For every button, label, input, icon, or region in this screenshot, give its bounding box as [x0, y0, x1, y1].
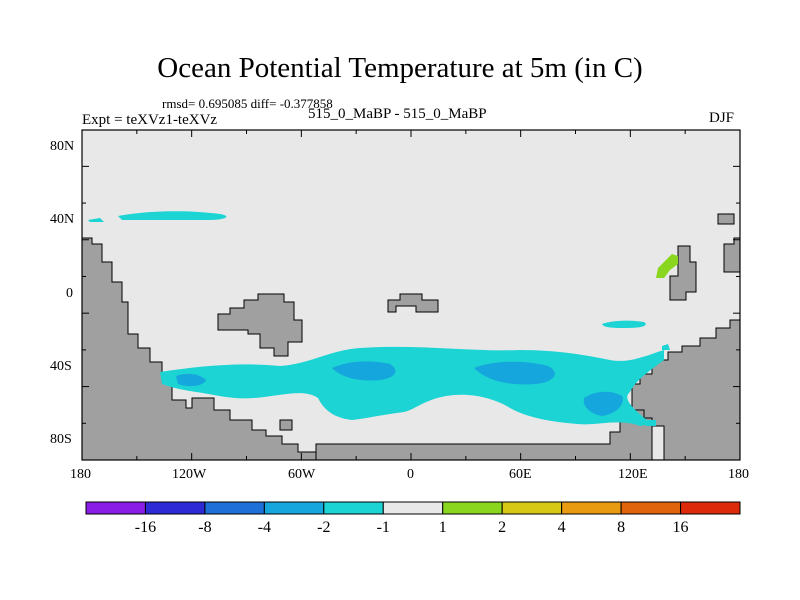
colorbar-swatch: [144, 501, 206, 515]
colorbar-tick-label: 2: [498, 519, 507, 536]
cooler-anomaly-patch-4: [176, 373, 206, 387]
cooler-anomaly-patch-3: [583, 391, 623, 416]
cool-anomaly-dot-south: [646, 420, 656, 426]
cool-anomaly-dot-north: [88, 218, 104, 222]
lon-label: 180: [728, 467, 749, 482]
case-label: 515_0_MaBP - 515_0_MaBP: [308, 106, 487, 122]
land-small-island: [279, 419, 293, 431]
colorbar-tick-label: -2: [317, 519, 331, 536]
land-pacific-island: [669, 245, 697, 301]
colorbar-swatch: [204, 501, 265, 515]
season-label: DJF: [709, 110, 735, 126]
lon-label: 60W: [288, 467, 316, 482]
colorbar-swatch: [680, 501, 741, 515]
land-americas: [81, 237, 317, 461]
colorbar-swatch: [323, 501, 384, 515]
cool-anomaly-strip-east: [602, 320, 646, 328]
colorbar-swatch: [442, 501, 503, 515]
colorbar-tick-label: -1: [376, 519, 390, 536]
lon-label: 120W: [172, 467, 207, 482]
colorbar-swatch: [263, 501, 325, 515]
colorbar-tick-label: 1: [438, 519, 447, 536]
cool-anomaly-dot-east: [662, 344, 670, 350]
lon-label: 120E: [618, 467, 648, 482]
cooler-anomaly-patch-1: [332, 361, 396, 381]
axis-ticks: [81, 130, 741, 461]
colorbar-swatch: [561, 501, 622, 515]
lon-label: 0: [407, 467, 414, 482]
lat-label: 80S: [50, 432, 72, 447]
lon-label: 60E: [509, 467, 532, 482]
lat-label: 40N: [50, 212, 75, 227]
anomaly-patches: [88, 211, 678, 426]
colorbar-swatch: [620, 501, 682, 515]
lat-label: 80N: [50, 139, 75, 154]
colorbar-tick-label: 16: [672, 519, 689, 536]
colorbar-swatch: [501, 501, 563, 515]
cooler-anomaly-patch-2: [474, 361, 555, 385]
colorbar-swatch: [382, 501, 444, 515]
cool-anomaly-strip-north: [118, 211, 227, 220]
lon-label: 180: [70, 467, 91, 482]
stats-label: rmsd= 0.695085 diff= -0.377858: [162, 96, 333, 111]
land-africa-island: [217, 293, 303, 357]
experiment-label: Expt = teXVz1-teXVz: [82, 112, 218, 128]
lat-label: 0: [66, 286, 73, 301]
colorbar-tick-label: 4: [557, 519, 566, 536]
colorbar-tick-label: -16: [134, 519, 157, 536]
land-masses: [81, 213, 741, 461]
colorbar-swatch: [85, 501, 146, 515]
colorbar-tick-label: 8: [617, 519, 626, 536]
land-north-east-island: [717, 213, 735, 225]
colorbar-tick-label: -4: [257, 519, 272, 536]
lat-label: 40S: [50, 359, 72, 374]
warm-anomaly-patch: [656, 254, 678, 278]
colorbar: [85, 501, 741, 515]
land-central-island: [387, 293, 439, 313]
colorbar-tick-label: -8: [198, 519, 212, 536]
map-title: Ocean Potential Temperature at 5m (in C): [157, 52, 643, 84]
